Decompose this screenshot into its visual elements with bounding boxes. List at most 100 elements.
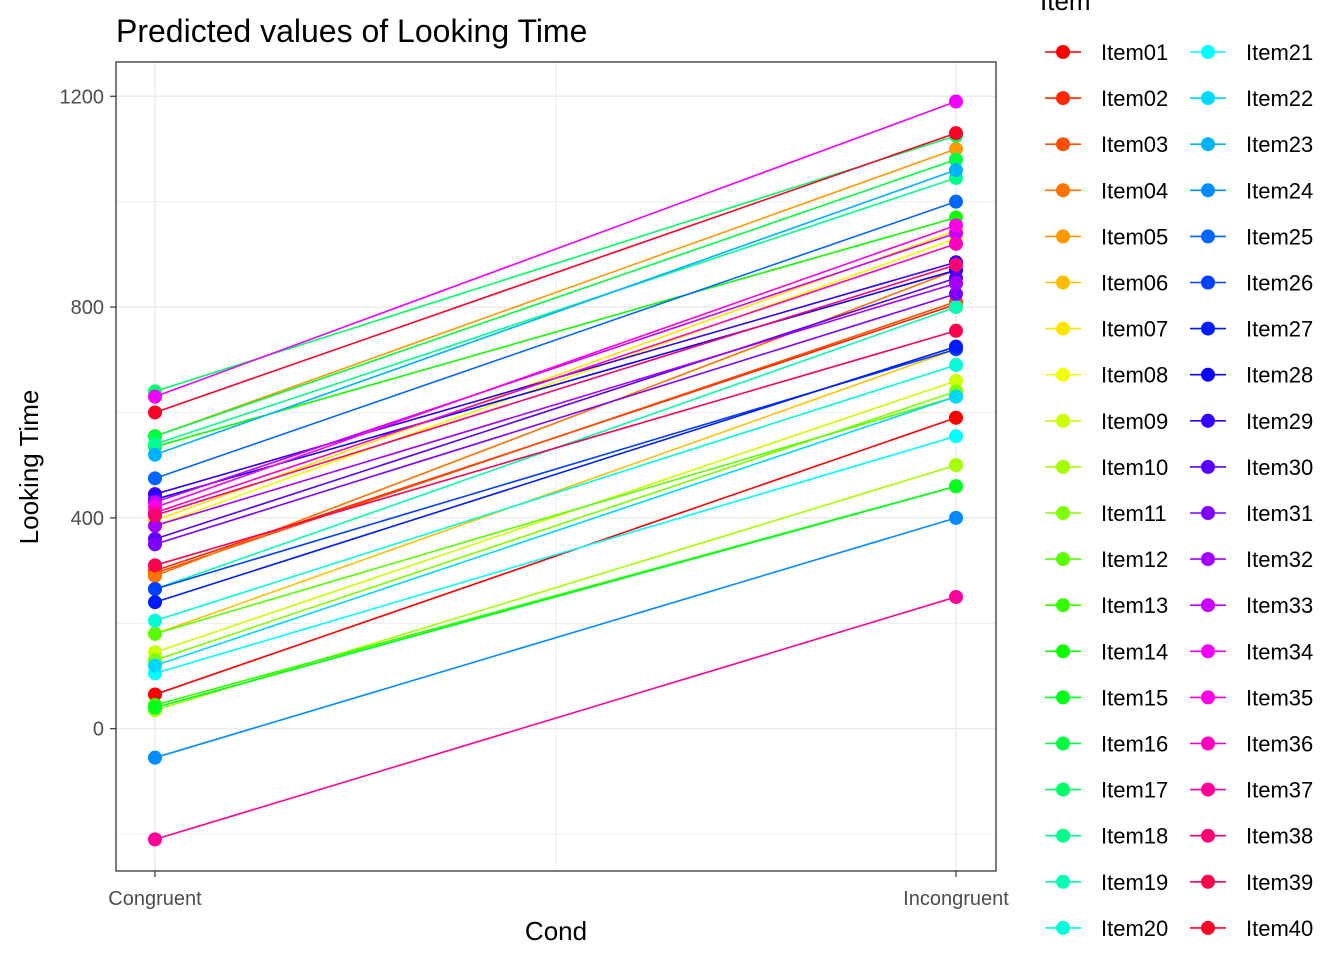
y-axis-title: Looking Time <box>14 390 44 545</box>
legend-label: Item21 <box>1246 40 1313 65</box>
legend-label: Item22 <box>1246 86 1313 111</box>
series-line <box>154 243 957 514</box>
data-point <box>949 479 963 494</box>
data-point <box>148 471 162 486</box>
legend-item-item30: Item30 <box>1190 455 1313 480</box>
data-point <box>949 358 963 373</box>
data-point <box>949 589 963 604</box>
legend-label: Item27 <box>1246 317 1313 342</box>
data-point <box>148 595 162 610</box>
data-point <box>949 236 963 251</box>
legend-label: Item06 <box>1101 271 1168 296</box>
data-point <box>949 276 963 291</box>
legend-key-point <box>1201 598 1215 613</box>
legend-key-point <box>1056 321 1070 336</box>
series-line <box>154 132 957 414</box>
data-point <box>949 323 963 338</box>
legend-item-item36: Item36 <box>1190 732 1313 757</box>
legend-key-point <box>1201 183 1215 198</box>
legend-item-item29: Item29 <box>1190 409 1313 434</box>
series-item25 <box>148 194 963 486</box>
legend-label: Item39 <box>1246 870 1313 895</box>
legend-item-item02: Item02 <box>1045 86 1168 111</box>
series-item27 <box>148 339 963 610</box>
legend-key-point <box>1056 690 1070 705</box>
legend-item-item38: Item38 <box>1190 824 1313 849</box>
legend-key-point <box>1056 91 1070 106</box>
series-line <box>154 364 957 622</box>
legend-item-item13: Item13 <box>1045 593 1168 618</box>
legend-label: Item01 <box>1101 40 1168 65</box>
legend-item-item23: Item23 <box>1190 132 1313 157</box>
legend-key-point <box>1056 552 1070 567</box>
series-item32 <box>148 276 963 533</box>
legend-item-item33: Item33 <box>1190 593 1313 618</box>
legend-key-point <box>1056 229 1070 244</box>
series-line <box>154 596 957 841</box>
data-point <box>148 537 162 552</box>
legend-item-item19: Item19 <box>1045 870 1168 895</box>
legend-key-point <box>1056 920 1070 935</box>
legend-key-point <box>1056 137 1070 152</box>
series-line <box>154 216 957 448</box>
data-point <box>949 194 963 209</box>
legend-key-point <box>1201 644 1215 659</box>
series-line <box>154 277 957 540</box>
series-line <box>154 264 957 517</box>
series-line <box>154 282 957 527</box>
data-point <box>949 373 963 388</box>
legend-item-item39: Item39 <box>1190 870 1313 895</box>
legend-label: Item23 <box>1246 132 1313 157</box>
x-tick-label: Congruent <box>108 888 202 910</box>
data-point <box>949 94 963 109</box>
data-point <box>148 832 162 847</box>
series-item40 <box>148 126 963 420</box>
legend-key-point <box>1056 413 1070 428</box>
legend-key-point <box>1056 598 1070 613</box>
legend-item-item05: Item05 <box>1045 224 1168 249</box>
legend-label: Item17 <box>1101 778 1168 803</box>
legend-key-point <box>1056 459 1070 474</box>
series-item34 <box>148 94 963 404</box>
series-line <box>154 158 957 437</box>
series-line <box>154 232 957 503</box>
data-point <box>148 700 162 715</box>
legend-item-item24: Item24 <box>1190 178 1313 203</box>
series-item38 <box>148 257 963 523</box>
series-line <box>154 237 957 527</box>
series-line <box>154 169 957 456</box>
data-point <box>148 568 162 583</box>
data-point <box>949 300 963 315</box>
legend-key-point <box>1201 137 1215 152</box>
legend-label: Item26 <box>1246 271 1313 296</box>
series-item23 <box>148 163 963 462</box>
legend-item-item17: Item17 <box>1045 778 1168 803</box>
series-item31 <box>148 286 963 552</box>
legend-label: Item38 <box>1246 824 1313 849</box>
series-item15 <box>148 479 963 715</box>
series-line <box>154 269 957 501</box>
data-point <box>949 458 963 473</box>
data-point <box>148 626 162 641</box>
legend-key-point <box>1201 552 1215 567</box>
legend-item-item32: Item32 <box>1190 547 1313 572</box>
legend-item-item01: Item01 <box>1045 40 1168 65</box>
legend-key-point <box>1056 367 1070 382</box>
legend-key-point <box>1056 183 1070 198</box>
legend-key-point <box>1201 413 1215 428</box>
legend-label: Item37 <box>1246 778 1313 803</box>
legend-item-item16: Item16 <box>1045 732 1168 757</box>
series-line <box>154 345 957 603</box>
legend-item-item40: Item40 <box>1190 916 1313 941</box>
legend-item-item07: Item07 <box>1045 317 1168 342</box>
legend-key-point <box>1201 275 1215 290</box>
series-lines <box>148 94 963 847</box>
series-line <box>154 485 957 709</box>
series-line <box>154 224 957 509</box>
legend-key-point <box>1201 782 1215 797</box>
legend-item-item26: Item26 <box>1190 271 1313 296</box>
data-point <box>148 582 162 597</box>
chart-title: Predicted values of Looking Time <box>116 13 587 49</box>
series-line <box>154 135 957 393</box>
x-axis-title: Cond <box>525 916 587 946</box>
